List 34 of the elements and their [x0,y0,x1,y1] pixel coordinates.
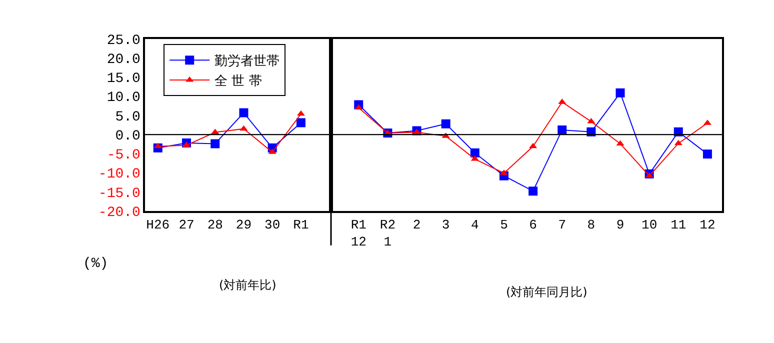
x-tick-label: 5 [500,217,508,232]
y-tick-label: 5.0 [115,109,140,126]
x-tick-label: 6 [529,217,537,232]
legend-label: 勤労者世帯 [214,54,280,70]
y-tick-label: -15.0 [98,186,140,202]
y-tick-label: 10.0 [106,90,140,106]
y-tick-label: -20.0 [98,204,140,221]
x-tick-label: 11 [670,217,686,232]
y-tick-label: 25.0 [106,32,140,49]
x-tick-label: 3 [442,217,450,232]
y-tick-label: -5.0 [106,148,140,164]
x-tick-label: 10 [642,217,658,232]
y-tick-label: 0.0 [115,128,140,144]
y-tick-label: -10.0 [98,166,140,183]
x-tick-label: 27 [178,217,194,232]
y-tick-label: 15.0 [106,71,140,88]
y-tick-label: 20.0 [106,52,140,68]
x-tick-label: 29 [236,217,252,232]
x-tick-label: R1 [293,217,309,232]
legend-label: 全 世 帯 [214,74,262,90]
x-tick-label: 7 [558,217,566,232]
x-tick-label: 12 [700,217,716,232]
x-tick-label: 4 [470,217,479,232]
x-tick-label: 9 [616,217,624,232]
x-tick-label: 2 [412,217,421,232]
x-tick-label: H26 [146,217,170,232]
text: (対前年同月比) [506,285,588,299]
y-axis-title: (%) [83,256,108,272]
x-tick-label: 30 [264,217,280,232]
x-tick-label: 28 [207,217,223,232]
x-tick-label: 8 [587,217,596,232]
x-tick-label: R1 12 [350,217,367,250]
x-tick-label: R2 1 [380,217,396,250]
text: (対前年比) [219,278,276,292]
